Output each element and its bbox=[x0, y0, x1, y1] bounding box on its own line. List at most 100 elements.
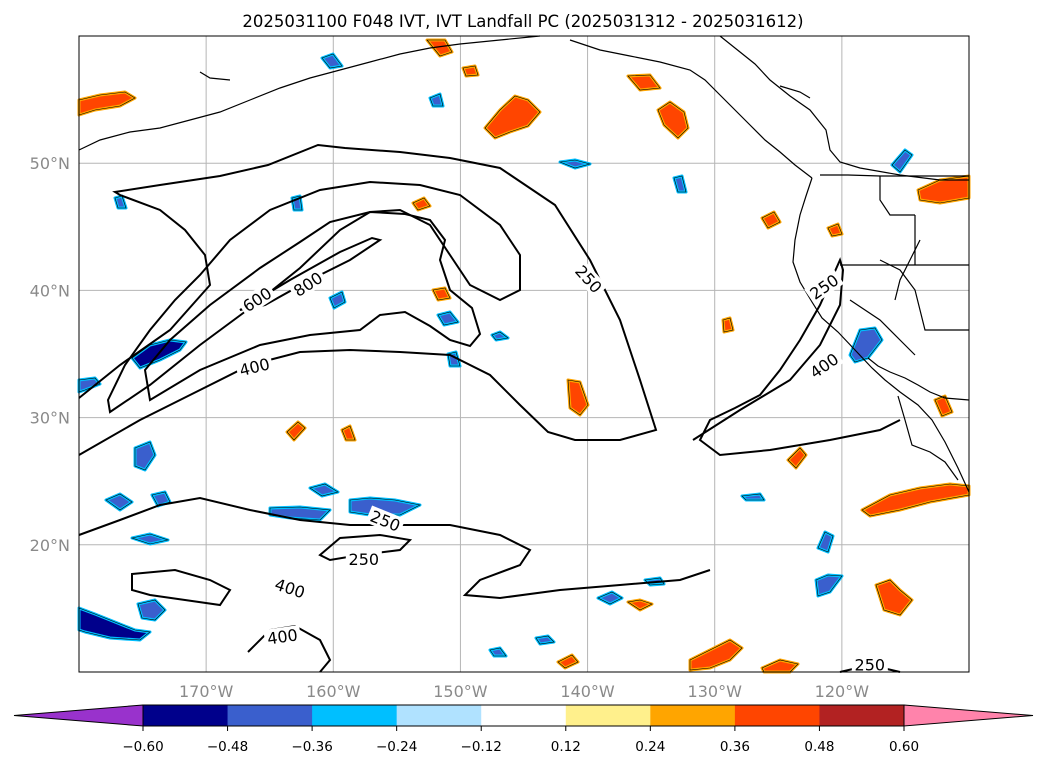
ivt-contour-line bbox=[106, 180, 521, 414]
ivt-contours bbox=[78, 143, 901, 673]
contour-label-bg bbox=[804, 268, 844, 305]
pc-fill-region bbox=[428, 92, 445, 108]
pc-fill-outline bbox=[722, 317, 734, 333]
pc-fill-outline bbox=[131, 339, 187, 369]
pc-fill-outline bbox=[341, 425, 356, 441]
pc-fill-outline bbox=[432, 287, 451, 301]
colorbar-tick-label: −0.60 bbox=[122, 739, 163, 755]
pc-fill-outline bbox=[484, 95, 541, 139]
pc-fill-outline bbox=[934, 395, 953, 417]
coastline-segment bbox=[879, 259, 969, 331]
pc-fill-outline bbox=[535, 635, 555, 645]
pc-fill-outline bbox=[447, 351, 461, 367]
pc-fill-outline bbox=[817, 531, 834, 553]
pc-fill-outline bbox=[557, 654, 579, 669]
coastline-segment bbox=[569, 39, 813, 179]
contour-label-bg bbox=[234, 353, 275, 380]
coastline-segment bbox=[897, 395, 959, 481]
lon-tick-label: 130°W bbox=[688, 682, 743, 701]
pc-fill-outline bbox=[105, 493, 133, 511]
ivt-contour-line bbox=[143, 210, 482, 402]
pc-fill-outline bbox=[558, 159, 592, 169]
colorbar-tick-label: −0.24 bbox=[376, 739, 417, 755]
lat-tick-label: 30°N bbox=[30, 409, 70, 428]
pc-fill-outline bbox=[429, 93, 444, 107]
lon-tick-label: 120°W bbox=[815, 682, 870, 701]
contour-label: 250 bbox=[349, 550, 380, 569]
colorbar-segment bbox=[227, 705, 313, 726]
pc-fill-outline bbox=[491, 331, 509, 341]
lon-tick-label: 160°W bbox=[306, 682, 361, 701]
pc-fill-region bbox=[534, 634, 556, 646]
contour-label-bg bbox=[270, 573, 310, 603]
coastline-segment bbox=[78, 35, 541, 151]
colorbar-segment bbox=[565, 705, 651, 726]
pc-fill-outline bbox=[815, 574, 843, 597]
colorbar-tick-label: −0.12 bbox=[461, 739, 502, 755]
coastline-segment bbox=[849, 299, 916, 356]
longitude-tick-labels: 170°W 160°W 150°W 140°W 130°W 120°W bbox=[179, 682, 869, 701]
pc-fill-outline bbox=[741, 493, 765, 501]
coastline-segment bbox=[879, 176, 915, 216]
colorbar-segment bbox=[734, 705, 820, 726]
contour-label-bg bbox=[851, 655, 888, 674]
pc-fill-outline bbox=[657, 101, 689, 139]
pc-fill-outline bbox=[291, 195, 303, 211]
lon-tick-label: 140°W bbox=[560, 682, 615, 701]
coastline-segment bbox=[719, 35, 969, 181]
contour-label-bg bbox=[263, 624, 302, 648]
lat-tick-label: 20°N bbox=[30, 536, 70, 555]
colorbar-segment bbox=[396, 705, 482, 726]
pc-fill-outline bbox=[462, 65, 479, 77]
pc-fill-outline bbox=[875, 579, 913, 616]
ivt-contour-line bbox=[78, 143, 658, 456]
lat-tick-label: 50°N bbox=[30, 154, 70, 173]
contour-label-bg bbox=[570, 259, 608, 299]
pc-fill-outline bbox=[78, 91, 136, 116]
colorbar-extend-high bbox=[903, 704, 1034, 727]
pc-fill-outline bbox=[627, 74, 661, 91]
pc-fill-outline bbox=[114, 195, 127, 209]
lon-tick-label: 150°W bbox=[433, 682, 488, 701]
pc-fill-outline bbox=[349, 497, 421, 516]
pc-fill-outline bbox=[849, 327, 883, 363]
pc-fill-outline bbox=[627, 599, 653, 611]
colorbar-tick-label: 0.60 bbox=[889, 739, 919, 755]
coastline-segment bbox=[792, 177, 970, 493]
pc-fill-outline bbox=[787, 447, 807, 469]
pc-fill-outline bbox=[597, 591, 623, 605]
ivt-contour-line bbox=[78, 496, 711, 600]
pc-fill-outline bbox=[437, 311, 459, 326]
colorbar-segment bbox=[143, 705, 229, 726]
coastlines bbox=[78, 35, 970, 493]
colorbar-frame bbox=[142, 704, 905, 727]
contour-label: 250 bbox=[855, 655, 886, 674]
ivt-contour-line bbox=[692, 257, 901, 457]
contour-label-bg bbox=[365, 505, 406, 536]
latitude-tick-labels: 50°N 40°N 30°N 20°N bbox=[30, 154, 70, 555]
ivt-contour-line bbox=[239, 236, 383, 311]
colorbar-tick-label: 0.36 bbox=[720, 739, 750, 755]
pc-fill-outline bbox=[309, 483, 339, 497]
colorbar-segment bbox=[650, 705, 736, 726]
pc-fill-outline bbox=[321, 53, 343, 69]
coastline-segment bbox=[199, 71, 231, 81]
colorbar-segment bbox=[312, 705, 398, 726]
colorbar-extend-low bbox=[13, 704, 144, 727]
pc-fill-outline bbox=[673, 175, 687, 193]
colorbar: −0.60 −0.48 −0.36 −0.24 −0.12 0.12 0.24 0.36 0.4… bbox=[13, 704, 1034, 755]
colorbar-tick-label: 0.48 bbox=[804, 739, 834, 755]
map-background bbox=[79, 36, 969, 672]
colorbar-tick-label: 0.24 bbox=[635, 739, 665, 755]
pc-fill-outline bbox=[412, 197, 431, 211]
pc-fill-outline bbox=[761, 659, 799, 673]
coastline-segment bbox=[779, 85, 811, 99]
pc-fill-outline bbox=[134, 441, 156, 471]
contour-label: 400 bbox=[266, 625, 299, 648]
contour-label-bg bbox=[345, 549, 382, 568]
pc-fill-outline bbox=[329, 291, 346, 309]
pc-fill-outline bbox=[426, 39, 453, 57]
contour-label-bg bbox=[804, 347, 844, 384]
